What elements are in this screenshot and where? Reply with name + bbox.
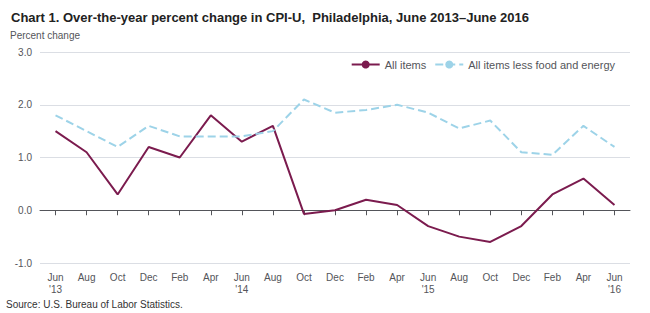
svg-text:Feb: Feb (357, 272, 375, 283)
svg-text:Chart 1. Over-the-year percent: Chart 1. Over-the-year percent change in… (11, 10, 529, 25)
svg-text:Apr: Apr (576, 272, 592, 283)
svg-text:Aug: Aug (264, 272, 282, 283)
svg-text:Feb: Feb (544, 272, 562, 283)
svg-text:'15: '15 (422, 284, 435, 295)
svg-text:'13: '13 (49, 284, 62, 295)
svg-text:1.0: 1.0 (18, 152, 32, 163)
svg-text:Jun: Jun (47, 272, 63, 283)
svg-text:Oct: Oct (110, 272, 126, 283)
svg-text:'16: '16 (608, 284, 621, 295)
svg-text:Jun: Jun (234, 272, 250, 283)
svg-text:Percent change: Percent change (10, 30, 80, 41)
svg-text:Aug: Aug (450, 272, 468, 283)
svg-text:2.0: 2.0 (18, 99, 32, 110)
svg-text:0.0: 0.0 (18, 205, 32, 216)
svg-text:Apr: Apr (389, 272, 405, 283)
svg-text:3.0: 3.0 (18, 47, 32, 58)
svg-text:Dec: Dec (512, 272, 530, 283)
svg-text:Aug: Aug (78, 272, 96, 283)
svg-text:Oct: Oct (482, 272, 498, 283)
svg-text:Jun: Jun (606, 272, 622, 283)
svg-text:Source: U.S. Bureau of Labor S: Source: U.S. Bureau of Labor Statistics. (6, 299, 183, 310)
svg-text:Oct: Oct (296, 272, 312, 283)
svg-text:All items less food and energy: All items less food and energy (468, 59, 615, 71)
svg-text:Apr: Apr (203, 272, 219, 283)
svg-text:All items: All items (385, 59, 427, 71)
svg-text:-1.0: -1.0 (15, 258, 33, 269)
svg-text:'14: '14 (235, 284, 248, 295)
svg-text:Feb: Feb (171, 272, 189, 283)
svg-text:Dec: Dec (326, 272, 344, 283)
svg-text:Jun: Jun (420, 272, 436, 283)
svg-text:Dec: Dec (140, 272, 158, 283)
